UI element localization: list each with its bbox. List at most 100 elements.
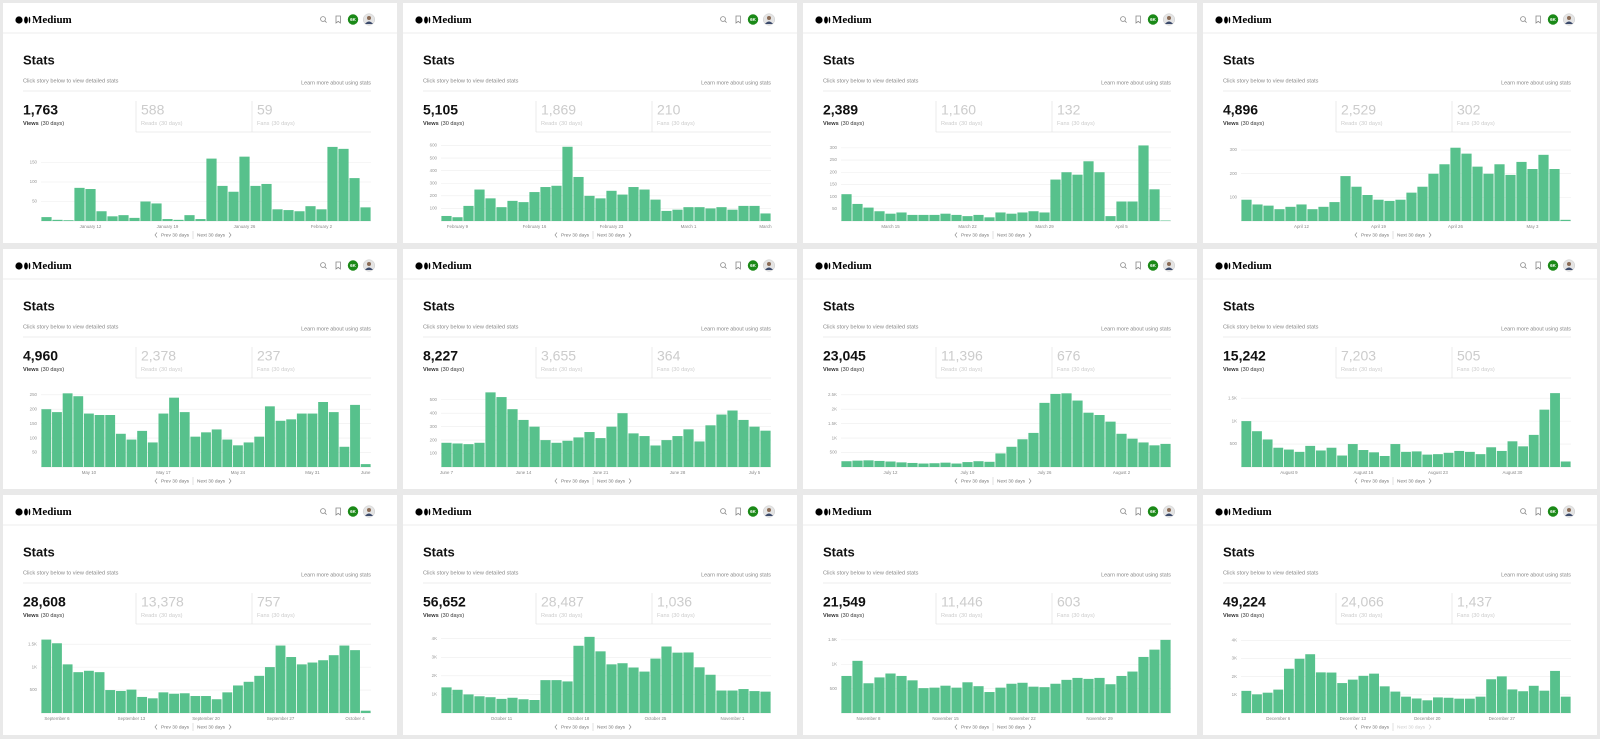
bar[interactable]	[896, 462, 907, 467]
bar[interactable]	[1401, 451, 1411, 467]
bar[interactable]	[1439, 164, 1450, 221]
learn-more-link[interactable]: Learn more about using stats	[1101, 572, 1171, 578]
bar[interactable]	[639, 189, 650, 221]
fans-count[interactable]: 59	[257, 102, 273, 118]
bar[interactable]	[727, 410, 738, 467]
reads-count[interactable]: 28,487	[541, 594, 584, 610]
bar[interactable]	[222, 439, 233, 467]
bar[interactable]	[63, 220, 74, 221]
bar[interactable]	[1285, 206, 1296, 221]
bar[interactable]	[328, 655, 339, 713]
bar[interactable]	[62, 664, 73, 713]
bookmark-icon[interactable]	[735, 15, 741, 24]
bar[interactable]	[195, 219, 206, 221]
bar[interactable]	[485, 198, 496, 221]
bar[interactable]	[1505, 174, 1516, 221]
bar[interactable]	[1379, 455, 1390, 467]
reads-count[interactable]: 11,446	[941, 594, 983, 610]
bar[interactable]	[705, 208, 716, 221]
notification-badge[interactable]	[1547, 14, 1559, 25]
bar[interactable]	[1283, 449, 1294, 467]
bar[interactable]	[1061, 393, 1072, 467]
bar[interactable]	[360, 710, 371, 713]
bar[interactable]	[1105, 684, 1116, 713]
bar[interactable]	[529, 192, 540, 221]
bar[interactable]	[1395, 199, 1406, 221]
notification-badge[interactable]	[747, 260, 759, 271]
bar[interactable]	[233, 445, 243, 467]
next-period-button[interactable]: Next 30 days	[197, 724, 226, 730]
bar[interactable]	[41, 409, 52, 467]
prev-period-button[interactable]: Prev 30 days	[961, 232, 990, 238]
learn-more-link[interactable]: Learn more about using stats	[701, 326, 771, 332]
bar[interactable]	[1050, 179, 1061, 221]
notification-badge[interactable]	[747, 506, 759, 517]
bar[interactable]	[929, 687, 940, 713]
bar[interactable]	[995, 212, 1006, 221]
notification-badge[interactable]	[347, 14, 359, 25]
search-icon[interactable]	[1520, 262, 1527, 269]
bar[interactable]	[1283, 668, 1294, 713]
bar[interactable]	[907, 680, 918, 713]
next-period-button[interactable]: Next 30 days	[997, 724, 1026, 730]
bar[interactable]	[1028, 432, 1039, 467]
bar[interactable]	[474, 442, 485, 467]
fans-count[interactable]: 132	[1057, 102, 1081, 118]
bar[interactable]	[874, 211, 885, 221]
bar[interactable]	[1337, 455, 1348, 467]
prev-period-button[interactable]: Prev 30 days	[961, 478, 990, 484]
bar[interactable]	[749, 691, 760, 713]
bar[interactable]	[951, 687, 962, 713]
logo[interactable]: Medium	[1232, 260, 1272, 272]
reads-count[interactable]: 11,396	[941, 348, 983, 364]
bar[interactable]	[222, 692, 233, 713]
bar[interactable]	[1450, 147, 1461, 221]
bar[interactable]	[518, 699, 529, 713]
bar[interactable]	[250, 185, 261, 221]
bar[interactable]	[617, 663, 628, 713]
fans-count[interactable]: 210	[657, 102, 681, 118]
bar[interactable]	[179, 693, 190, 713]
bar[interactable]	[62, 393, 73, 467]
learn-more-link[interactable]: Learn more about using stats	[701, 572, 771, 578]
learn-more-link[interactable]: Learn more about using stats	[701, 80, 771, 86]
bar[interactable]	[1105, 421, 1116, 467]
bar[interactable]	[1160, 443, 1171, 467]
fans-count[interactable]: 757	[257, 594, 281, 610]
bar[interactable]	[1127, 201, 1138, 222]
bar[interactable]	[1329, 202, 1340, 221]
bar[interactable]	[307, 413, 318, 467]
bar[interactable]	[907, 462, 918, 467]
bar[interactable]	[1483, 173, 1494, 221]
bar[interactable]	[650, 658, 661, 713]
bar[interactable]	[540, 187, 551, 221]
bar[interactable]	[874, 677, 885, 713]
bar[interactable]	[158, 413, 169, 467]
bar[interactable]	[1127, 438, 1138, 467]
bar[interactable]	[496, 207, 507, 221]
bar[interactable]	[628, 433, 639, 467]
bar[interactable]	[129, 217, 140, 221]
bar[interactable]	[1006, 683, 1017, 713]
bar[interactable]	[83, 413, 94, 467]
bar[interactable]	[254, 436, 265, 467]
bar[interactable]	[233, 685, 243, 713]
bar[interactable]	[694, 207, 705, 221]
bar[interactable]	[243, 681, 254, 713]
bookmark-icon[interactable]	[335, 507, 341, 516]
bar[interactable]	[1252, 694, 1262, 713]
logo[interactable]: Medium	[1232, 14, 1272, 26]
bar[interactable]	[628, 187, 639, 221]
notification-badge[interactable]	[1547, 260, 1559, 271]
notification-badge[interactable]	[747, 14, 759, 25]
bar[interactable]	[1138, 656, 1149, 713]
bar[interactable]	[940, 213, 951, 221]
prev-period-button[interactable]: Prev 30 days	[1361, 478, 1390, 484]
bar[interactable]	[52, 412, 62, 467]
prev-period-button[interactable]: Prev 30 days	[961, 724, 990, 730]
search-icon[interactable]	[320, 262, 327, 269]
bar[interactable]	[463, 444, 474, 467]
bar[interactable]	[169, 693, 179, 713]
bar[interactable]	[201, 432, 211, 467]
bar[interactable]	[1006, 213, 1017, 221]
